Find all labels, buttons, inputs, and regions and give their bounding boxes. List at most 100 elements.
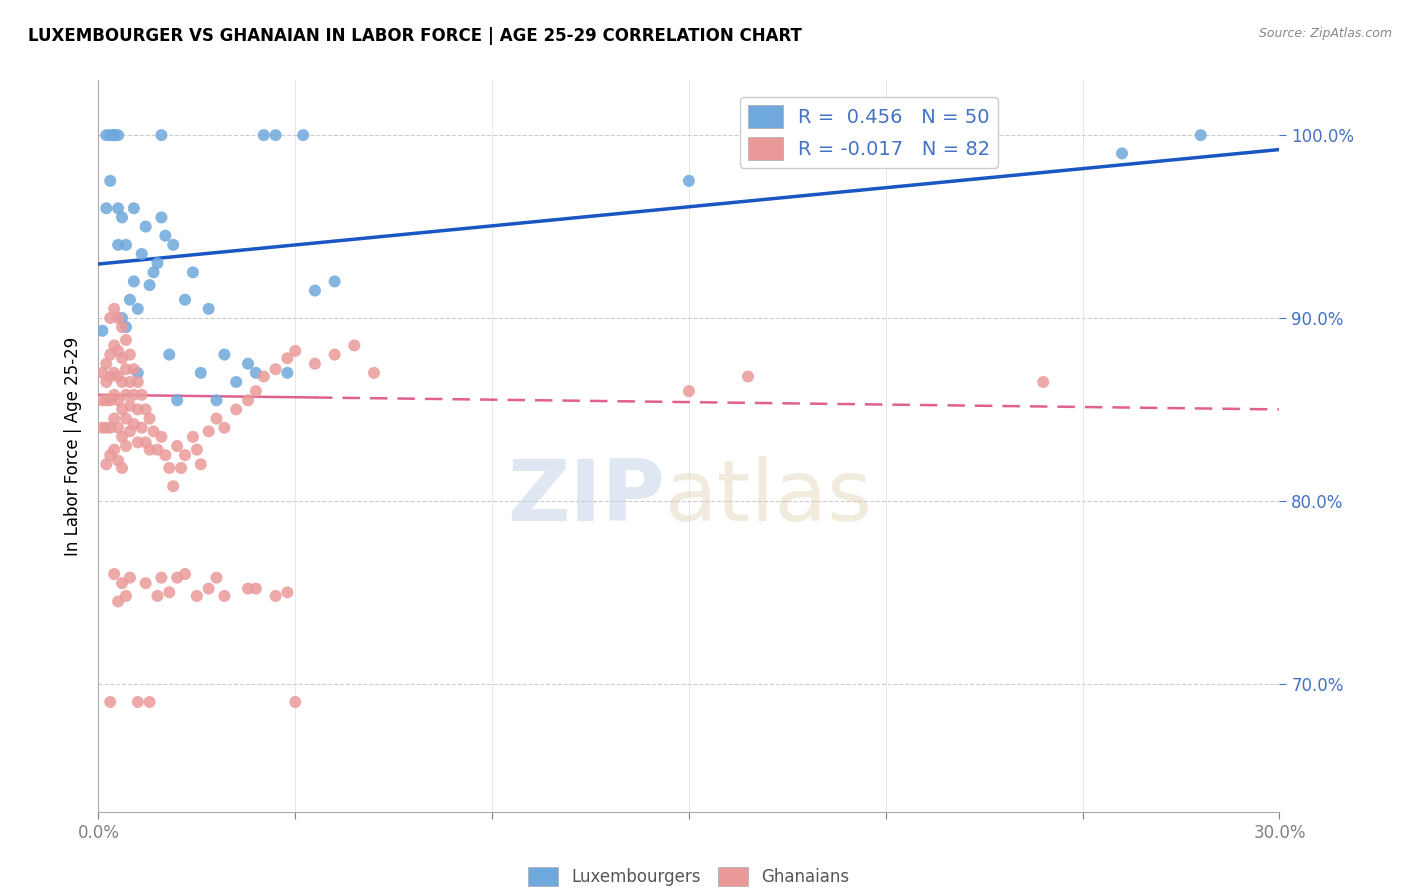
Point — [91, 324, 114, 338]
Point — [138, 695, 160, 709]
Point — [181, 265, 204, 279]
Point — [96, 458, 118, 472]
Point — [115, 238, 138, 252]
Point — [107, 201, 129, 215]
Point — [166, 571, 188, 585]
Point — [284, 695, 307, 709]
Point — [122, 388, 145, 402]
Point — [214, 589, 236, 603]
Point — [276, 366, 298, 380]
Point — [98, 310, 121, 325]
Point — [111, 576, 134, 591]
Point — [323, 347, 346, 362]
Point — [135, 576, 157, 591]
Point — [678, 384, 700, 399]
Point — [111, 402, 134, 417]
Point — [142, 265, 165, 279]
Point — [111, 351, 134, 366]
Point — [115, 388, 138, 402]
Point — [146, 589, 169, 603]
Point — [96, 201, 118, 215]
Point — [103, 338, 125, 352]
Point — [253, 369, 276, 384]
Point — [107, 420, 129, 434]
Point — [186, 442, 208, 457]
Point — [181, 430, 204, 444]
Point — [111, 375, 134, 389]
Point — [363, 366, 385, 380]
Point — [166, 393, 188, 408]
Point — [1111, 146, 1133, 161]
Point — [186, 589, 208, 603]
Text: ZIP: ZIP — [508, 456, 665, 539]
Point — [150, 128, 173, 142]
Point — [96, 375, 118, 389]
Point — [103, 388, 125, 402]
Point — [214, 420, 236, 434]
Point — [103, 442, 125, 457]
Point — [264, 362, 287, 376]
Point — [115, 439, 138, 453]
Point — [91, 366, 114, 380]
Point — [118, 375, 141, 389]
Point — [304, 357, 326, 371]
Point — [103, 128, 125, 142]
Point — [135, 402, 157, 417]
Point — [205, 571, 228, 585]
Point — [174, 448, 197, 462]
Point — [107, 238, 129, 252]
Point — [190, 458, 212, 472]
Point — [1189, 128, 1212, 142]
Point — [205, 393, 228, 408]
Point — [118, 571, 141, 585]
Point — [166, 439, 188, 453]
Point — [138, 411, 160, 425]
Point — [678, 174, 700, 188]
Point — [98, 393, 121, 408]
Point — [98, 128, 121, 142]
Point — [127, 301, 149, 316]
Point — [138, 278, 160, 293]
Point — [1032, 375, 1054, 389]
Point — [875, 128, 897, 142]
Point — [162, 238, 184, 252]
Point — [245, 384, 267, 399]
Point — [323, 274, 346, 288]
Point — [138, 442, 160, 457]
Point — [107, 128, 129, 142]
Point — [91, 393, 114, 408]
Point — [276, 585, 298, 599]
Point — [111, 430, 134, 444]
Point — [127, 402, 149, 417]
Point — [115, 333, 138, 347]
Point — [122, 362, 145, 376]
Point — [197, 582, 219, 596]
Legend: Luxembourgers, Ghanaians: Luxembourgers, Ghanaians — [522, 860, 856, 892]
Point — [292, 128, 315, 142]
Point — [96, 420, 118, 434]
Point — [111, 320, 134, 334]
Text: atlas: atlas — [665, 456, 873, 539]
Point — [118, 425, 141, 439]
Point — [111, 310, 134, 325]
Point — [111, 461, 134, 475]
Point — [253, 128, 276, 142]
Point — [103, 301, 125, 316]
Point — [131, 247, 153, 261]
Point — [135, 435, 157, 450]
Point — [107, 594, 129, 608]
Point — [190, 366, 212, 380]
Point — [146, 256, 169, 270]
Point — [103, 411, 125, 425]
Point — [155, 228, 177, 243]
Point — [197, 425, 219, 439]
Point — [118, 347, 141, 362]
Point — [214, 347, 236, 362]
Point — [91, 420, 114, 434]
Point — [304, 284, 326, 298]
Point — [98, 695, 121, 709]
Point — [264, 128, 287, 142]
Point — [146, 442, 169, 457]
Point — [122, 417, 145, 431]
Point — [98, 369, 121, 384]
